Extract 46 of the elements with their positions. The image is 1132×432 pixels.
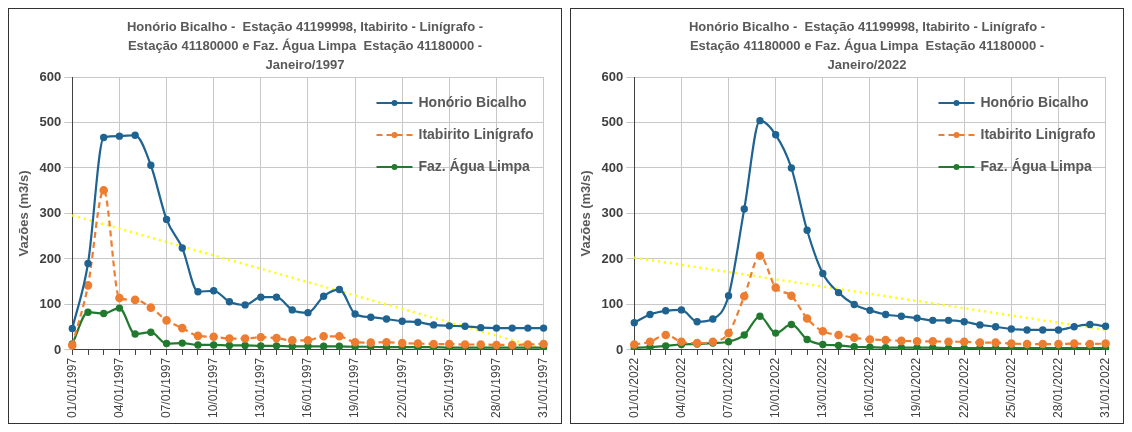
x-tick-label: 31/01/2022 [1097, 357, 1112, 418]
x-tick-label: 16/01/1997 [300, 357, 315, 418]
y-tick-label: 300 [601, 205, 624, 221]
x-tick-label: 10/01/1997 [206, 357, 220, 418]
legend-label: Honório Bicalho [418, 93, 527, 110]
y-axis-title: Vazões (m3/s) [578, 170, 594, 257]
x-tick-label: 19/01/1997 [347, 357, 362, 418]
x-tick-label: 13/01/1997 [253, 357, 268, 418]
x-tick-label: 04/01/1997 [111, 357, 126, 418]
legend-label: Honório Bicalho [980, 93, 1089, 110]
x-tick-label: 31/01/1997 [535, 357, 550, 418]
y-tick-label: 0 [54, 341, 62, 357]
chart-title: Honório Bicalho - Estação 41199998, Itabirito - Linígrafo - Estação 41180000 e Faz. Água Limpa Estação 41180000 - Janeiro/1997 [126, 19, 484, 72]
y-tick-label: 100 [39, 296, 62, 312]
x-tick-label: 16/01/2022 [862, 357, 877, 418]
x-tick-label: 10/01/2022 [768, 357, 782, 418]
y-tick-label: 200 [601, 250, 624, 266]
y-axis-title: Vazões (m3/s) [16, 170, 32, 257]
legend-label: Faz. Água Limpa [980, 157, 1092, 174]
y-tick-label: 200 [39, 250, 62, 266]
y-tick-label: 0 [616, 341, 624, 357]
x-tick-label: 13/01/2022 [815, 357, 830, 418]
x-tick-label: 19/01/2022 [909, 357, 924, 418]
x-tick-label: 01/01/2022 [626, 357, 641, 418]
x-tick-label: 07/01/1997 [158, 357, 173, 418]
y-tick-label: 100 [601, 296, 624, 312]
y-tick-label: 600 [601, 68, 624, 84]
x-tick-label: 07/01/2022 [720, 357, 735, 418]
x-tick-label: 04/01/2022 [673, 357, 688, 418]
chart-title: Honório Bicalho - Estação 41199998, Itabirito - Linígrafo - Estação 41180000 e Faz. Água Limpa Estação 41180000 - Janeiro/2022 [688, 19, 1046, 72]
y-tick-label: 400 [39, 159, 62, 175]
x-tick-label: 25/01/2022 [1003, 357, 1018, 418]
legend-label: Faz. Água Limpa [418, 157, 530, 174]
x-tick-label: 28/01/1997 [488, 357, 503, 418]
legend-label: Itabirito Linígrafo [418, 125, 534, 142]
y-tick-label: 300 [39, 205, 62, 221]
y-tick-label: 500 [601, 114, 624, 130]
x-tick-label: 25/01/1997 [441, 357, 456, 418]
x-tick-label: 22/01/1997 [394, 357, 409, 418]
y-tick-label: 600 [39, 68, 62, 84]
y-tick-label: 500 [39, 114, 62, 130]
legend-label: Itabirito Linígrafo [980, 125, 1096, 142]
x-tick-label: 22/01/2022 [956, 357, 971, 418]
y-tick-label: 400 [601, 159, 624, 175]
x-tick-label: 28/01/2022 [1050, 357, 1065, 418]
x-tick-label: 01/01/1997 [64, 357, 79, 418]
